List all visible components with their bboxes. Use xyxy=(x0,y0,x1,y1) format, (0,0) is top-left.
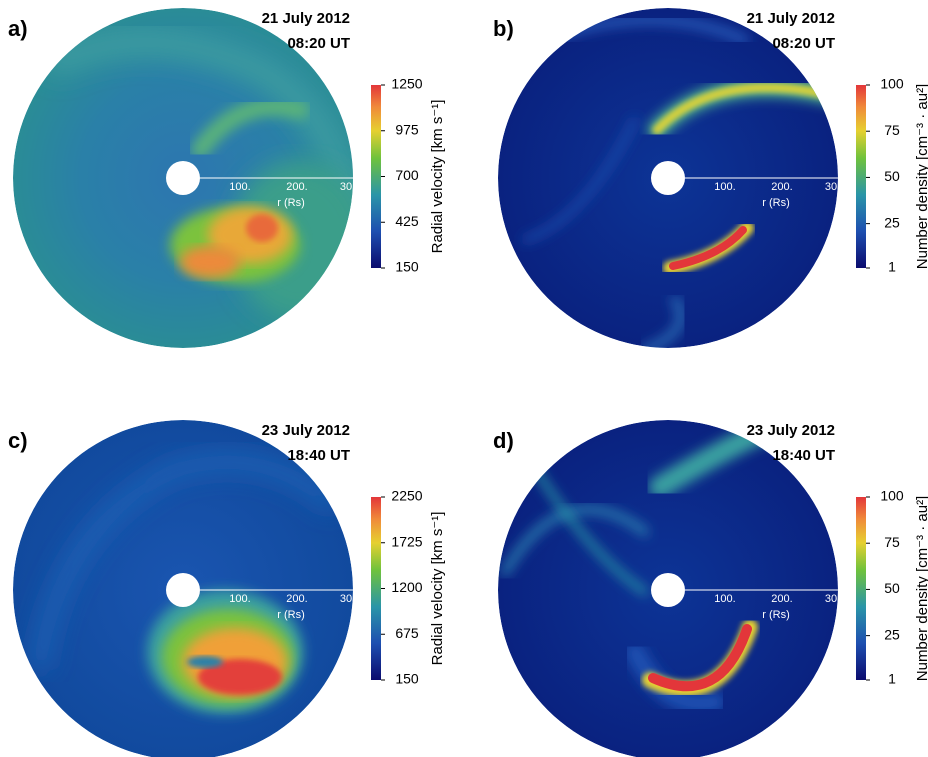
axis-tick-label: 200. xyxy=(771,181,792,193)
axis-label: r (Rs) xyxy=(277,609,305,621)
colorbar-title: Radial velocity [km s⁻¹] xyxy=(429,100,446,254)
sun-mask xyxy=(651,573,685,607)
axis-tick-label: 30 xyxy=(825,181,837,193)
flow-structure xyxy=(180,246,240,278)
date: 21 July 2012 xyxy=(747,10,835,27)
panel-label: c) xyxy=(8,428,28,453)
axis-tick-label: 200. xyxy=(286,593,307,605)
colorbar-tick-label: 150 xyxy=(395,259,419,275)
axis-tick-label: 30 xyxy=(340,181,352,193)
colorbar-tick-label: 975 xyxy=(395,121,419,137)
colorbar-tick-label: 100 xyxy=(880,76,904,92)
panel-label: b) xyxy=(493,16,514,41)
panel: 100. 200. 30 r (Rs) d) 23 July 2012 18:40 UT 10… xyxy=(493,420,928,757)
axis-tick-label: 100. xyxy=(229,593,250,605)
axis-label: r (Rs) xyxy=(277,197,305,209)
colorbar-title: Number density [cm⁻³ · au²] xyxy=(914,496,928,681)
panel-label: d) xyxy=(493,428,514,453)
colorbar-tick-label: 75 xyxy=(884,122,900,138)
time: 08:20 UT xyxy=(772,35,835,52)
flow-structure xyxy=(198,659,282,695)
flow-structure xyxy=(31,453,339,671)
colorbar-tick-label: 700 xyxy=(395,167,419,183)
flow-structure xyxy=(246,214,278,242)
axis-label: r (Rs) xyxy=(762,197,790,209)
panel: 100. 200. 30 r (Rs) b) 21 July 2012 08:20 UT 10… xyxy=(493,8,928,348)
colorbar-tick-label: 50 xyxy=(884,580,900,596)
flow-structure xyxy=(652,83,835,135)
colorbar-tick-label: 2250 xyxy=(391,488,422,504)
sun-mask xyxy=(166,573,200,607)
axis-label: r (Rs) xyxy=(762,609,790,621)
axis-tick-label: 100. xyxy=(714,593,735,605)
colorbar-tick-label: 1725 xyxy=(391,533,422,549)
time: 18:40 UT xyxy=(287,447,350,464)
date: 23 July 2012 xyxy=(747,422,835,439)
colorbar-tick-label: 100 xyxy=(880,488,904,504)
panel-label: a) xyxy=(8,16,28,41)
flow-structure xyxy=(522,117,638,243)
colorbar-tick-label: 50 xyxy=(884,168,900,184)
colorbar-title: Radial velocity [km s⁻¹] xyxy=(429,512,446,666)
colorbar-tick-label: 25 xyxy=(884,214,900,230)
colorbar-tick-label: 150 xyxy=(395,671,419,687)
flow-structure xyxy=(641,296,685,348)
sun-mask xyxy=(651,161,685,195)
axis-tick-label: 100. xyxy=(714,181,735,193)
axis-tick-label: 200. xyxy=(771,593,792,605)
axis-tick-label: 100. xyxy=(229,181,250,193)
colorbar xyxy=(856,497,866,680)
flow-structure xyxy=(669,226,747,270)
colorbar-title: Number density [cm⁻³ · au²] xyxy=(914,84,928,269)
colorbar xyxy=(371,85,381,268)
panel: 100. 200. 30 r (Rs) c) 23 July 2012 18:40 UT 22… xyxy=(8,420,446,757)
sun-mask xyxy=(166,161,200,195)
colorbar-tick-label: 25 xyxy=(884,626,900,642)
time: 08:20 UT xyxy=(287,35,350,52)
colorbar-tick-label: 1 xyxy=(888,259,896,275)
colorbar-tick-label: 1200 xyxy=(391,579,422,595)
colorbar xyxy=(371,497,381,680)
panel: 100. 200. 30 r (Rs) a) 21 July 2012 08:20 UT 12… xyxy=(8,8,446,348)
axis-tick-label: 30 xyxy=(340,593,352,605)
colorbar-tick-label: 425 xyxy=(395,213,419,229)
flow-structure xyxy=(648,624,752,692)
flow-structure xyxy=(45,27,353,215)
flow-structure xyxy=(191,97,309,159)
flow-structure xyxy=(187,656,223,668)
date: 23 July 2012 xyxy=(262,422,350,439)
axis-tick-label: 200. xyxy=(286,181,307,193)
colorbar-tick-label: 1250 xyxy=(391,76,422,92)
colorbar-tick-label: 675 xyxy=(395,625,419,641)
axis-tick-label: 30 xyxy=(825,593,837,605)
colorbar xyxy=(856,85,866,268)
flow-structure xyxy=(501,505,649,576)
time: 18:40 UT xyxy=(772,447,835,464)
colorbar-tick-label: 75 xyxy=(884,534,900,550)
date: 21 July 2012 xyxy=(262,10,350,27)
colorbar-tick-label: 1 xyxy=(888,671,896,687)
